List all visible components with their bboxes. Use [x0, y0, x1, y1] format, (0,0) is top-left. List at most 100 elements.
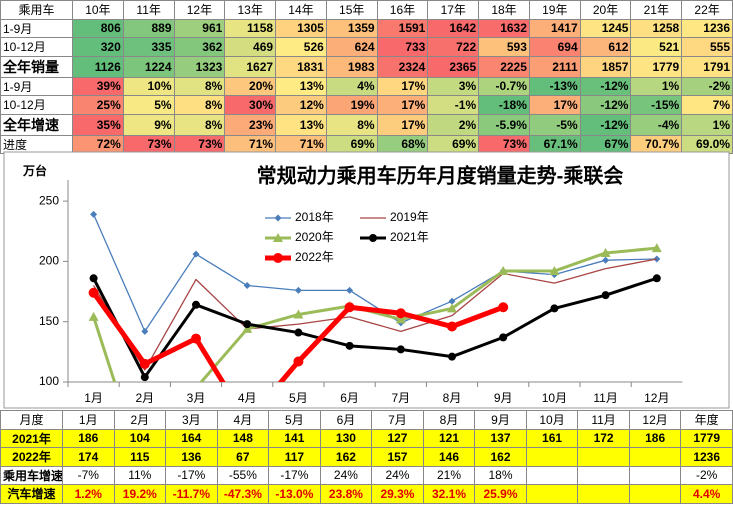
table-cell: 1126	[72, 55, 124, 78]
table-cell: 1236	[681, 18, 733, 38]
row-label: 全年增速	[0, 113, 73, 136]
table-cell: 733	[376, 37, 429, 57]
table-cell: 23.8%	[319, 484, 373, 504]
header-cell: 10年	[72, 0, 124, 20]
table-cell: -13.0%	[268, 484, 321, 504]
table-cell: -2%	[680, 465, 733, 485]
legend-label: 2019年	[390, 210, 429, 224]
table-cell: 2365	[427, 55, 480, 78]
point	[88, 311, 99, 321]
table-cell: 1224	[122, 55, 175, 78]
table-cell: 10%	[122, 76, 175, 96]
table-cell: 1632	[478, 18, 530, 38]
point	[191, 333, 201, 344]
point	[243, 282, 251, 290]
table-cell: 72%	[72, 134, 124, 154]
monthly-table: 月度 1月 2月 3月 4月 5月 6月 7月 8月 9月 10月 11月 12月 年度 2021年 186 1…	[0, 410, 733, 504]
header-cell: 1月	[62, 410, 115, 430]
table-cell: 39%	[72, 76, 124, 96]
table-row: 乘用车增速 -7% 11% -17% -55% -17% 24% 24% 21% 18% -2%	[0, 465, 733, 485]
header-cell: 11月	[577, 410, 630, 430]
table-cell: -1%	[427, 95, 480, 115]
table-row: 全年增速 35% 9% 8% 23% 13% 8% 17% 2% -5.9% -5% -12% -4% 1…	[0, 113, 733, 136]
table-cell: 29.3%	[371, 484, 424, 504]
table-cell: 1627	[224, 55, 277, 78]
table-row: 2021年 186 104 164 148 141 130 127 121 137 161 172 18…	[0, 428, 733, 448]
table-cell: 13%	[275, 76, 327, 96]
table-cell: 1323	[173, 55, 226, 78]
table-cell: -11.7%	[165, 484, 218, 504]
table-cell: -18%	[478, 95, 530, 115]
table-cell: 1417	[528, 18, 581, 38]
legend-label: 2020年	[295, 230, 334, 244]
point	[293, 309, 304, 319]
table-cell: -12%	[579, 76, 632, 96]
table-cell: -2%	[681, 76, 733, 96]
table-cell: 2%	[427, 113, 480, 136]
chart-frame	[3, 151, 730, 409]
x-tick-label: 2月	[135, 391, 154, 405]
header-cell: 乘用车	[0, 0, 73, 20]
table-cell: 1591	[376, 18, 429, 38]
table-cell: 593	[478, 37, 530, 57]
table-cell: 469	[224, 37, 277, 57]
table-cell: 555	[681, 37, 733, 57]
point	[294, 286, 302, 294]
table-cell: 130	[319, 428, 373, 448]
point	[499, 333, 508, 342]
point	[651, 243, 662, 253]
table-cell: 69%	[427, 134, 480, 154]
table-cell: 1236	[680, 447, 733, 467]
point	[448, 352, 456, 361]
header-cell: 8月	[422, 410, 476, 430]
point	[498, 266, 509, 276]
table-cell: 694	[528, 37, 581, 57]
point	[88, 287, 99, 298]
table-cell: 32.1%	[422, 484, 476, 504]
point	[192, 300, 200, 309]
header-cell: 年度	[680, 410, 733, 430]
table-cell	[628, 465, 682, 485]
table-row: 10-12月 320 335 362 469 526 624 733 722 593 694 612 5…	[0, 37, 733, 57]
table-cell: -12%	[579, 113, 632, 136]
y-tick-label: 100	[39, 374, 59, 388]
table-cell: 18%	[474, 465, 527, 485]
table-row: 进度 72% 73% 73% 71% 71% 69% 68% 69% 73% 67.1% 67% 70.…	[0, 134, 733, 154]
table-cell: 2111	[528, 55, 581, 78]
table-row: 2022年 174 115 136 67 117 162 157 146 162 1236	[0, 447, 733, 467]
table-cell: 13%	[275, 113, 327, 136]
table-cell: 335	[122, 37, 175, 57]
point	[273, 253, 283, 263]
table-row: 1-9月 39% 10% 8% 20% 13% 4% 17% 3% -0.7% -13% -12% 1%…	[0, 76, 733, 96]
table-cell: 148	[216, 428, 270, 448]
point	[601, 291, 610, 300]
table-cell: 1%	[681, 113, 733, 136]
header-row: 月度 1月 2月 3月 4月 5月 6月 7月 8月 9月 10月 11月 12月 年度	[0, 410, 733, 430]
table-cell: 8%	[173, 113, 226, 136]
table-cell: 1779	[630, 55, 683, 78]
series-line	[93, 258, 657, 371]
series-line	[92, 276, 658, 379]
table-cell: 137	[474, 428, 527, 448]
header-cell: 12年	[173, 0, 226, 20]
point	[395, 314, 406, 324]
table-cell: -12%	[579, 95, 632, 115]
x-tick-label: 1月	[84, 391, 103, 405]
table-cell: 121	[422, 428, 476, 448]
table-cell: 961	[173, 18, 226, 38]
table-cell: 35%	[72, 113, 124, 136]
point	[447, 321, 457, 332]
table-cell: -17%	[165, 465, 218, 485]
table-row: 全年销量 1126 1224 1323 1627 1831 1983 2324 2365 2225…	[0, 55, 733, 78]
x-tick-label: 9月	[494, 391, 513, 405]
table-cell: 117	[268, 447, 321, 467]
legend-label: 2022年	[295, 250, 334, 264]
point	[89, 274, 98, 283]
row-label: 全年销量	[0, 55, 73, 78]
y-tick-label: 150	[39, 314, 59, 328]
point	[550, 304, 559, 313]
y-tick-label: 250	[39, 193, 59, 207]
table-cell: 521	[630, 37, 683, 57]
table-row: 10-12月 25% 5% 8% 30% 12% 19% 17% -1% -18% 17% -12% -…	[0, 95, 733, 115]
